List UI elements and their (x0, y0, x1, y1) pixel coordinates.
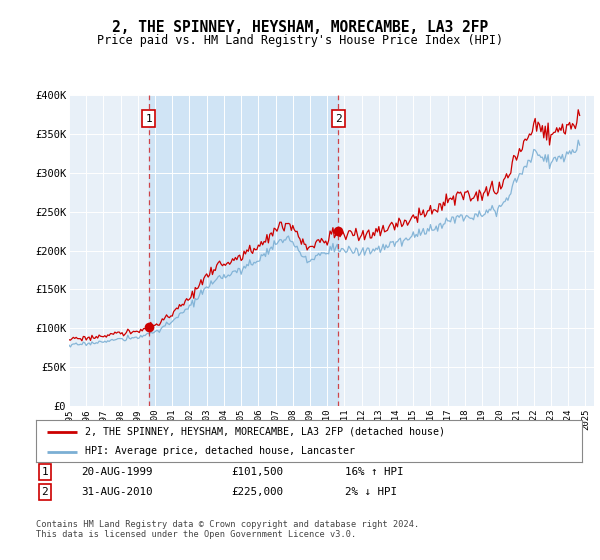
Text: 2, THE SPINNEY, HEYSHAM, MORECAMBE, LA3 2FP (detached house): 2, THE SPINNEY, HEYSHAM, MORECAMBE, LA3 … (85, 427, 445, 437)
Text: 1: 1 (41, 467, 49, 477)
Text: 2: 2 (335, 114, 341, 124)
Text: 31-AUG-2010: 31-AUG-2010 (81, 487, 152, 497)
Text: 16% ↑ HPI: 16% ↑ HPI (345, 467, 404, 477)
Text: £101,500: £101,500 (231, 467, 283, 477)
Text: Contains HM Land Registry data © Crown copyright and database right 2024.
This d: Contains HM Land Registry data © Crown c… (36, 520, 419, 539)
Text: HPI: Average price, detached house, Lancaster: HPI: Average price, detached house, Lanc… (85, 446, 355, 456)
Text: 2, THE SPINNEY, HEYSHAM, MORECAMBE, LA3 2FP: 2, THE SPINNEY, HEYSHAM, MORECAMBE, LA3 … (112, 20, 488, 35)
Text: 2: 2 (41, 487, 49, 497)
Text: Price paid vs. HM Land Registry's House Price Index (HPI): Price paid vs. HM Land Registry's House … (97, 34, 503, 46)
Bar (149, 95, 338, 406)
Text: £225,000: £225,000 (231, 487, 283, 497)
Text: 1: 1 (145, 114, 152, 124)
Text: 2% ↓ HPI: 2% ↓ HPI (345, 487, 397, 497)
Text: 20-AUG-1999: 20-AUG-1999 (81, 467, 152, 477)
